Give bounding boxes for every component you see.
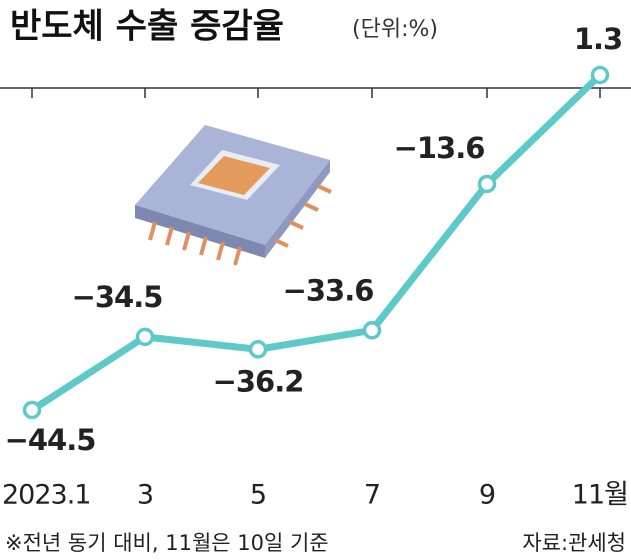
line	[30, 72, 603, 413]
point	[477, 174, 497, 194]
chip-icon	[135, 125, 332, 266]
chart-title: 반도체 수출 증감율	[10, 7, 284, 47]
point	[22, 400, 42, 420]
point	[135, 327, 155, 347]
value-label: −36.2	[213, 364, 304, 398]
value-label: −44.5	[5, 423, 96, 457]
value-label: −13.6	[394, 131, 485, 165]
x-tick-label: 3	[137, 480, 153, 511]
footnote: ※전년 동기 대비, 11월은 10일 기준	[5, 531, 329, 555]
value-label: −34.5	[72, 280, 163, 314]
value-label: −33.6	[283, 273, 374, 307]
x-tick-label: 9	[479, 480, 495, 511]
source: 자료:관세청	[522, 531, 626, 555]
point	[590, 65, 610, 85]
point	[248, 340, 268, 359]
x-tick-label: 7	[364, 480, 380, 511]
x-tick-label: 11월	[572, 480, 628, 511]
value-label: 1.3	[574, 22, 622, 56]
x-tick-label: 5	[250, 480, 266, 511]
point	[362, 321, 382, 340]
chart-subtitle: (단위:%)	[352, 17, 438, 42]
x-tick-label: 2023.1	[2, 480, 90, 511]
